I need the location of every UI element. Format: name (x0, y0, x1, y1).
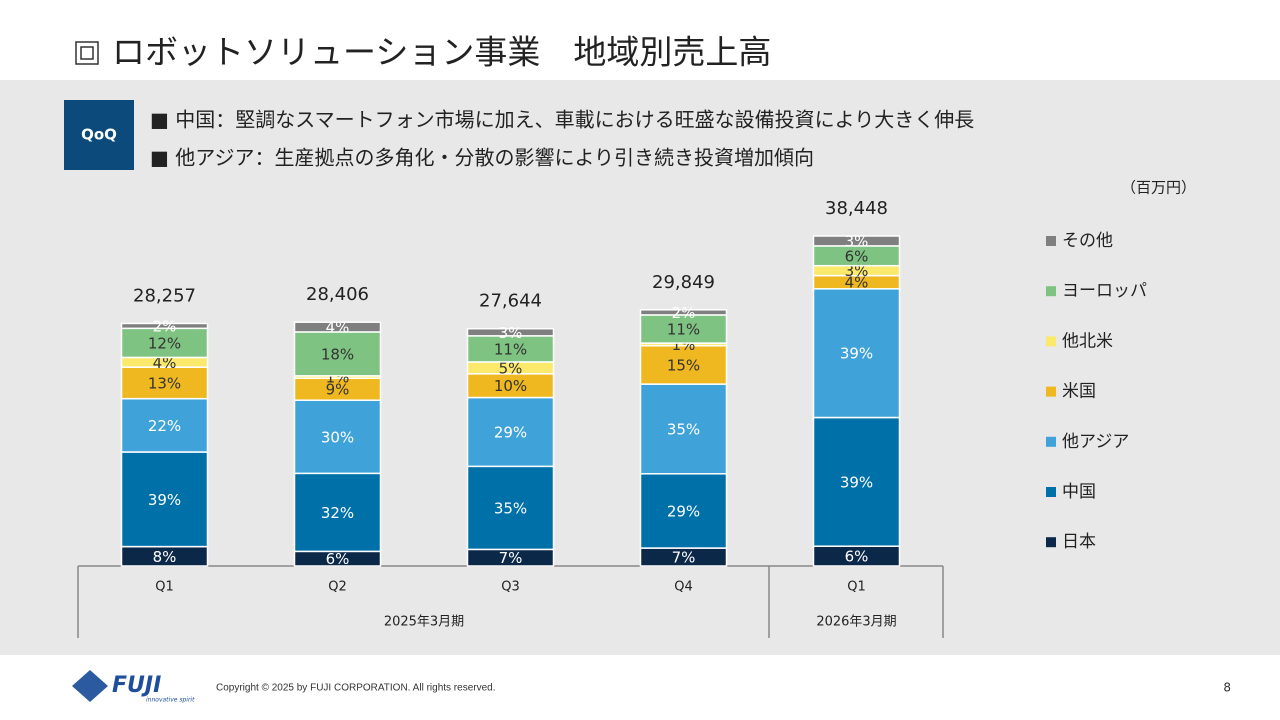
legend-swatch (1046, 436, 1056, 447)
legend-label: 中国 (1062, 482, 1096, 502)
segment-label: 18% (321, 345, 354, 363)
segment-label: 4% (845, 274, 869, 292)
segment-label: 11% (494, 340, 527, 358)
x-tick-label: Q3 (501, 580, 520, 595)
title: ロボットソリューション事業 地域別売上高 (112, 33, 771, 72)
segment-label: 39% (840, 345, 873, 363)
segment-label: 5% (499, 359, 523, 377)
total-label: 29,849 (652, 272, 715, 293)
bar-segment (812, 235, 901, 247)
segment-label: 8% (153, 548, 177, 566)
legend-swatch (1046, 236, 1056, 246)
bar-segment (466, 396, 555, 468)
legend-label: 日本 (1062, 532, 1096, 552)
segment-label: 10% (494, 377, 527, 395)
total-label: 27,644 (479, 291, 542, 312)
bar-segment (120, 397, 209, 453)
bar-segment (120, 366, 209, 400)
page-number: 8 (1223, 681, 1231, 695)
bar-segment (293, 321, 382, 333)
logo-tagline: innovative spirit (146, 697, 195, 704)
chip-icon (75, 41, 99, 65)
segment-label: 39% (148, 491, 181, 509)
legend-label: 他北米 (1062, 331, 1113, 351)
legend-label: 米国 (1062, 382, 1096, 402)
x-tick-label: Q1 (155, 580, 174, 595)
bar-segment (466, 465, 555, 551)
bar-segment (812, 416, 901, 547)
segment-label: 39% (840, 473, 873, 491)
segment-label: 7% (499, 549, 523, 567)
bar-segment (120, 327, 209, 359)
legend-swatch (1046, 386, 1056, 397)
segment-label: 3% (845, 262, 869, 280)
unit-label: （百万円） (1121, 179, 1196, 197)
segment-label: 4% (153, 354, 177, 372)
x-tick-label: Q4 (674, 580, 693, 595)
bar-segment (293, 399, 382, 475)
bar-segment (120, 322, 209, 330)
badge-text: QoQ (81, 126, 117, 144)
legend-label: ヨーロッパ (1062, 281, 1147, 301)
segment-label: 35% (667, 420, 700, 438)
bar-segment (639, 309, 728, 316)
bullet: ■ 他アジア：生産拠点の多角化・分散の影響により引き続き投資増加傾向 (150, 146, 814, 170)
segment-label: 3% (499, 324, 523, 342)
group-label: 2025年3月期 (384, 615, 464, 630)
segment-label: 4% (326, 319, 350, 337)
legend-swatch (1046, 537, 1056, 548)
legend-swatch (1046, 286, 1056, 297)
x-tick-label: Q2 (328, 580, 347, 595)
segment-label: 6% (845, 247, 869, 265)
segment-label: 13% (148, 374, 181, 392)
segment-label: 32% (321, 504, 354, 522)
bar-segment (639, 383, 728, 475)
segment-label: 11% (667, 321, 700, 339)
segment-label: 35% (494, 499, 527, 517)
legend-label: 他アジア (1062, 432, 1129, 452)
segment-label: 6% (326, 550, 350, 568)
segment-label: 15% (667, 356, 700, 374)
copyright: Copyright © 2025 by FUJI CORPORATION. Al… (216, 683, 496, 694)
segment-label: 29% (494, 423, 527, 441)
legend-swatch (1046, 336, 1056, 347)
bullet: ■ 中国：堅調なスマートフォン市場に加え、車載における旺盛な設備投資により大きく… (150, 108, 974, 132)
segment-label: 29% (667, 502, 700, 520)
total-label: 28,257 (133, 285, 196, 306)
footer-logo: FUJI innovative spirit (72, 670, 195, 704)
total-label: 28,406 (306, 284, 369, 305)
segment-label: 12% (148, 334, 181, 352)
group-label: 2026年3月期 (816, 615, 896, 630)
total-label: 38,448 (825, 198, 888, 219)
badge (64, 100, 134, 170)
bar-segment (466, 335, 555, 363)
bar-segment (466, 327, 555, 337)
segment-label: 7% (672, 549, 696, 567)
segment-label: 2% (672, 304, 696, 322)
segment-label: 30% (321, 428, 354, 446)
segment-label: 6% (845, 548, 869, 566)
segment-label: 3% (845, 232, 869, 250)
legend-label: その他 (1062, 231, 1113, 251)
logo-text: FUJI (112, 673, 161, 698)
segment-label: 22% (148, 417, 181, 435)
bar-segment (120, 451, 209, 548)
x-tick-label: Q1 (847, 580, 866, 595)
bar-segment (293, 472, 382, 553)
segment-label: 2% (153, 317, 177, 335)
bar-segment (812, 288, 901, 419)
segment-label: 9% (326, 381, 350, 399)
legend-swatch (1046, 487, 1056, 497)
bar-segment (293, 331, 382, 377)
